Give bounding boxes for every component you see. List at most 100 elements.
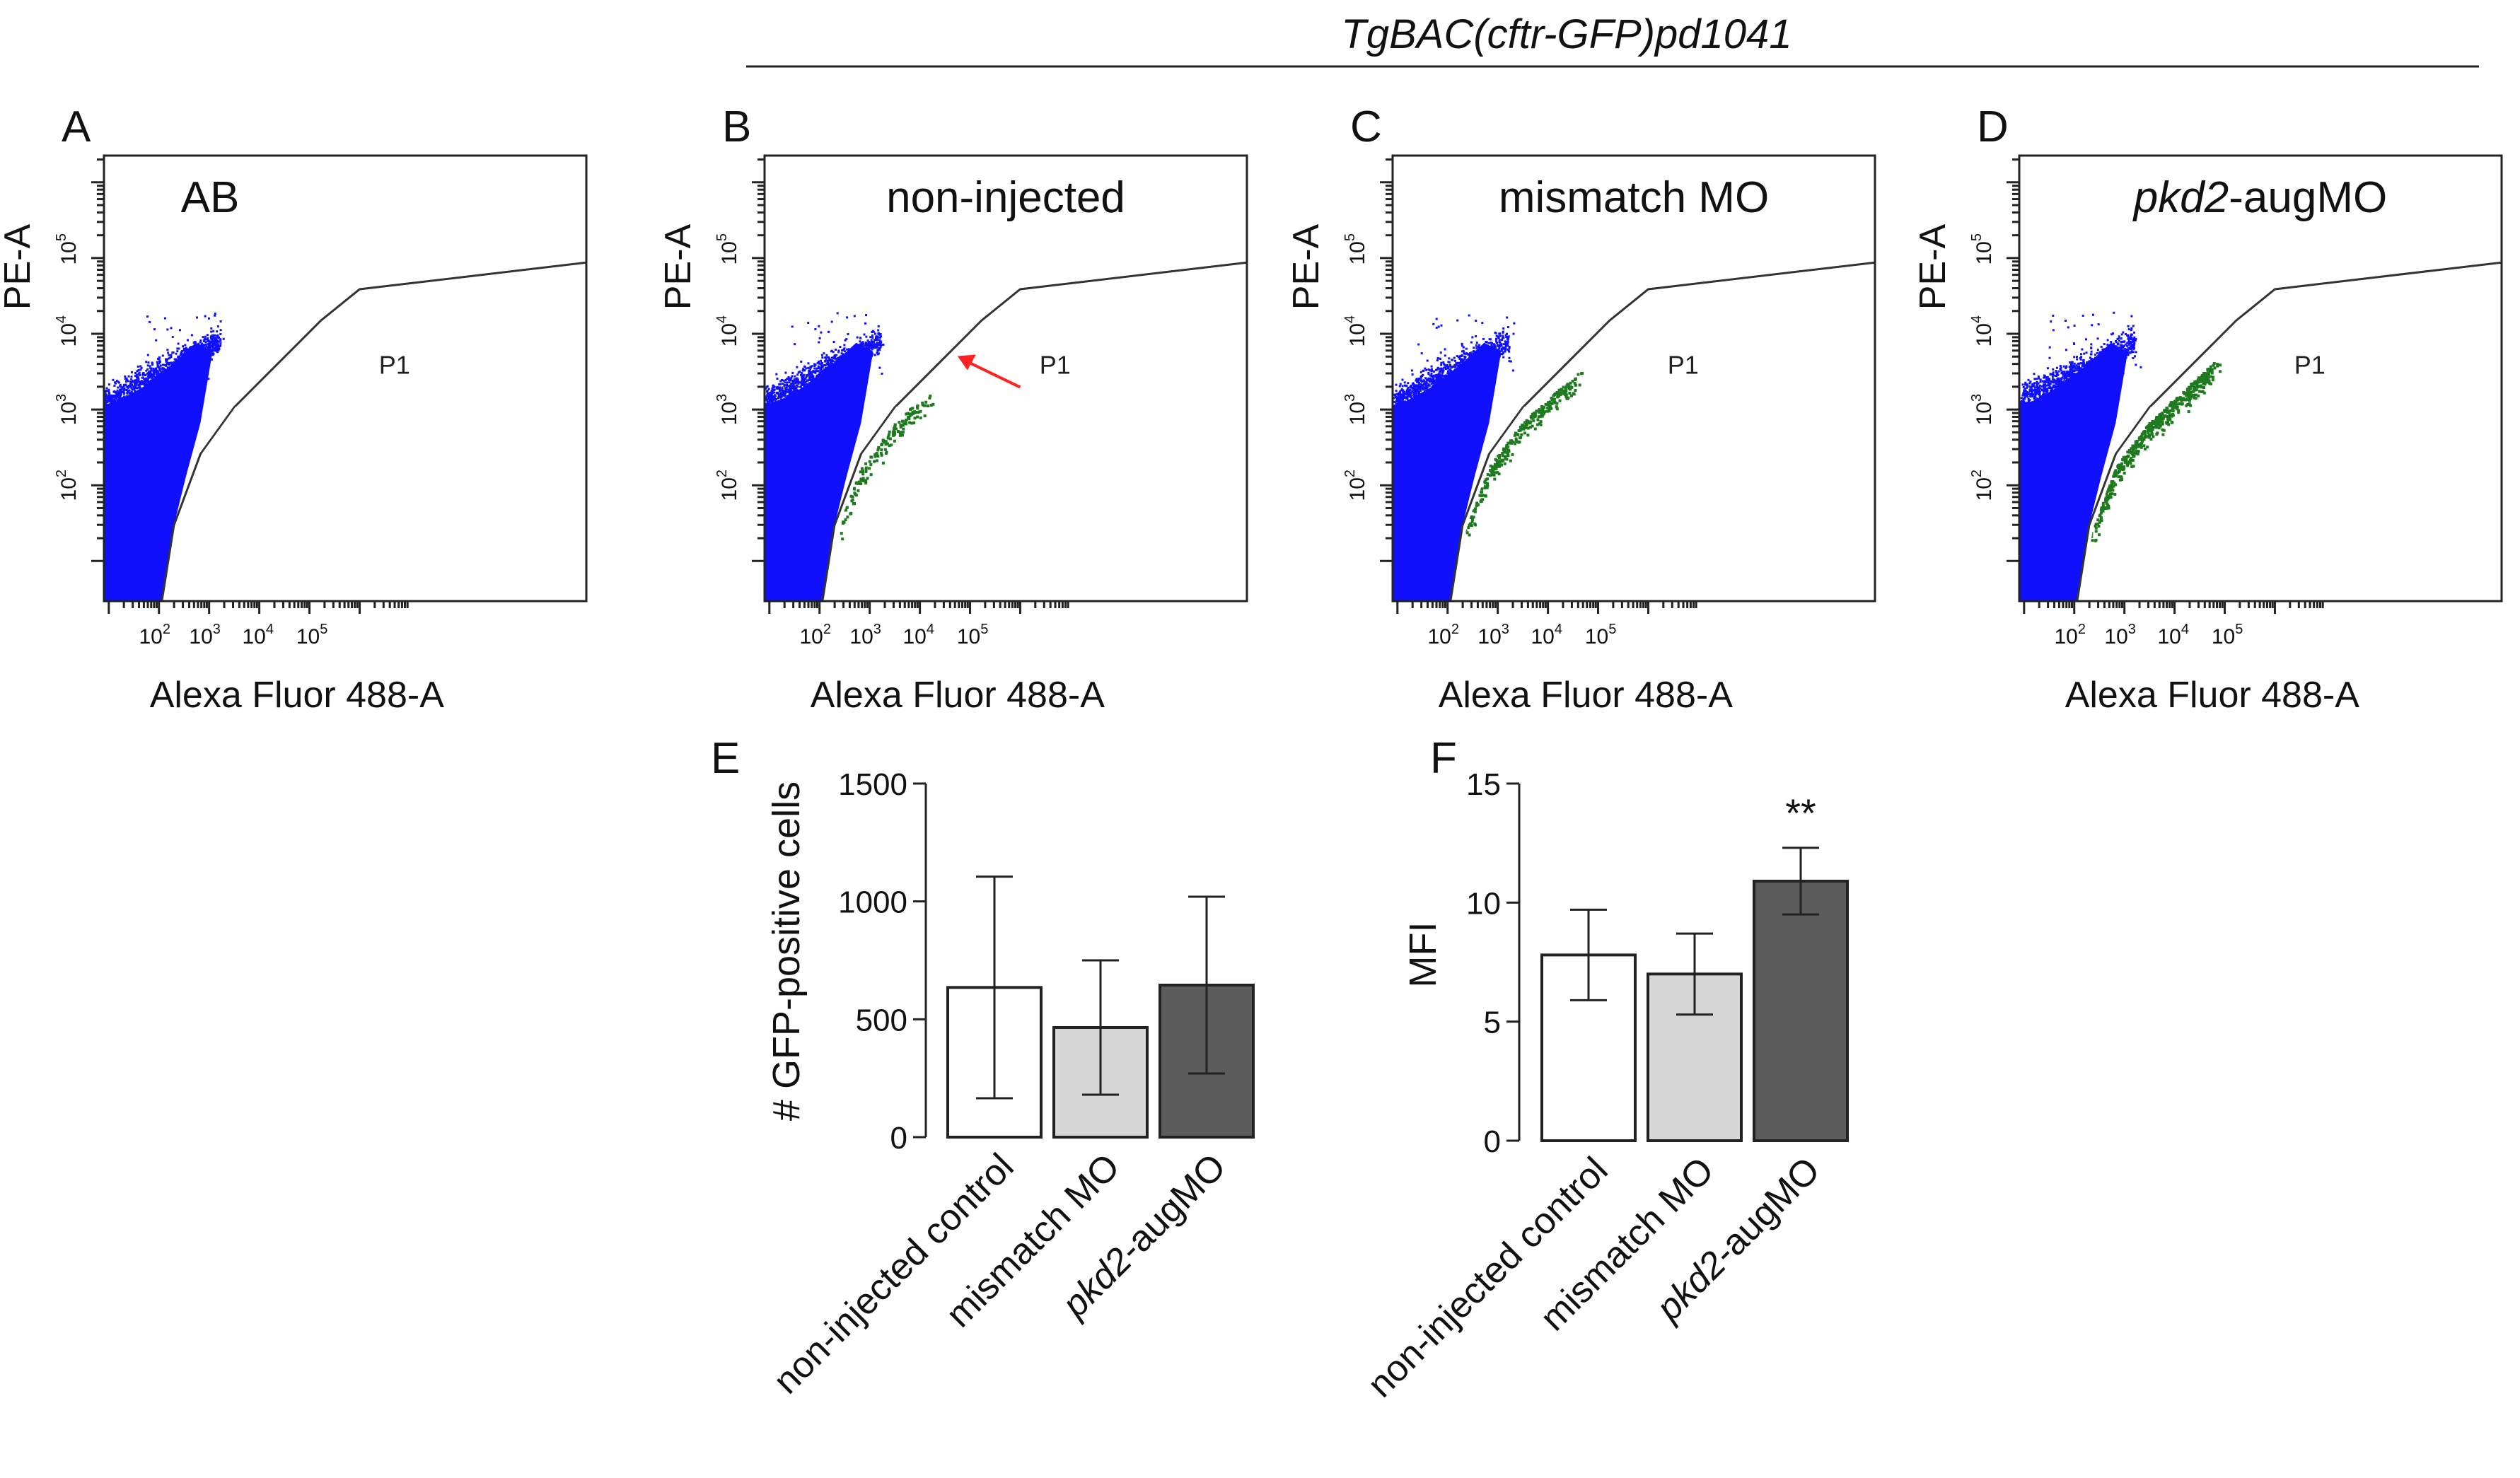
blue-event <box>1427 373 1430 376</box>
blue-event <box>1477 346 1480 349</box>
blue-event <box>2094 363 2096 366</box>
blue-event <box>814 371 817 374</box>
blue-event <box>203 340 206 342</box>
blue-event <box>1467 354 1470 356</box>
blue-event <box>195 362 198 365</box>
blue-event <box>120 397 122 400</box>
blue-event <box>852 361 854 363</box>
blue-event <box>2124 348 2127 350</box>
blue-event <box>822 373 825 376</box>
event-dots <box>765 312 935 601</box>
blue-event <box>2049 393 2052 396</box>
blue-event <box>162 373 165 376</box>
panel-letter: C <box>1350 103 1382 151</box>
gfp-event <box>1531 424 1534 428</box>
blue-event <box>128 384 131 387</box>
blue-event <box>830 363 832 366</box>
gfp-event <box>2132 465 2135 468</box>
blue-event <box>162 375 165 378</box>
blue-event <box>877 339 880 342</box>
blue-event <box>859 340 861 343</box>
blue-event <box>854 353 856 356</box>
gfp-event <box>2168 412 2171 415</box>
blue-event <box>1427 385 1429 388</box>
blue-event <box>204 335 207 338</box>
blue-event <box>868 347 871 350</box>
blue-event <box>1469 361 1472 364</box>
blue-event <box>2072 376 2074 378</box>
blue-event <box>844 363 846 366</box>
blue-event <box>2057 378 2060 380</box>
blue-event <box>187 371 190 373</box>
gfp-event <box>1497 462 1500 465</box>
blue-event <box>2099 364 2102 367</box>
gfp-event <box>2117 475 2120 479</box>
blue-event <box>787 376 790 378</box>
x-tick-base: 10 <box>849 625 873 648</box>
blue-event <box>164 368 166 371</box>
blue-event <box>1398 402 1400 405</box>
blue-event <box>1400 396 1403 399</box>
blue-event <box>2110 344 2113 347</box>
gate-label: P1 <box>379 351 410 380</box>
gfp-event <box>851 495 854 499</box>
blue-event <box>150 380 152 383</box>
blue-event <box>2053 395 2056 398</box>
gfp-event <box>1494 462 1497 466</box>
gfp-event <box>864 470 868 473</box>
blue-event <box>1441 371 1444 373</box>
gfp-event <box>2101 509 2105 513</box>
blue-event <box>2106 354 2108 356</box>
blue-event <box>871 337 874 339</box>
blue-event <box>765 385 768 388</box>
blue-event <box>1497 359 1499 361</box>
gfp-event <box>1511 453 1514 456</box>
blue-event <box>2038 392 2041 395</box>
blue-event <box>211 344 214 347</box>
blue-event <box>133 380 135 383</box>
blue-event <box>2133 331 2135 334</box>
blue-event <box>171 374 174 377</box>
blue-event <box>2079 358 2082 361</box>
blue-event <box>2094 359 2096 362</box>
blue-event <box>1416 381 1419 384</box>
gfp-event <box>2120 476 2123 479</box>
blue-event <box>142 383 145 385</box>
blue-event <box>1470 358 1473 361</box>
gfp-event <box>916 407 919 410</box>
blue-event <box>1432 380 1435 383</box>
blue-event <box>839 367 842 370</box>
blue-event <box>1439 351 1442 354</box>
gfp-event <box>870 455 873 459</box>
gfp-event <box>1519 428 1523 431</box>
blue-event <box>1487 342 1490 344</box>
blue-event <box>122 385 125 388</box>
blue-event <box>2073 378 2076 381</box>
blue-event <box>791 325 794 328</box>
gfp-event <box>2120 462 2124 465</box>
blue-event <box>124 380 127 383</box>
blue-event <box>2106 359 2108 361</box>
blue-event <box>2071 371 2073 373</box>
blue-event <box>183 368 186 370</box>
blue-event <box>779 390 782 392</box>
blue-event <box>204 356 207 359</box>
blue-event <box>111 395 114 397</box>
blue-event <box>876 351 878 354</box>
blue-event <box>115 392 118 395</box>
blue-event <box>1501 338 1504 341</box>
blue-event <box>2046 388 2049 390</box>
blue-event <box>192 349 195 351</box>
gfp-event <box>2143 436 2147 439</box>
blue-event <box>217 337 220 339</box>
blue-event <box>822 364 825 367</box>
gfp-event <box>923 414 927 418</box>
blue-event <box>170 354 173 356</box>
gfp-event <box>2187 410 2190 414</box>
blue-event <box>882 343 885 346</box>
blue-event <box>2106 339 2109 342</box>
blue-event <box>198 359 201 362</box>
blue-event <box>878 339 881 342</box>
blue-event <box>1448 377 1450 380</box>
gfp-event <box>1474 523 1477 527</box>
